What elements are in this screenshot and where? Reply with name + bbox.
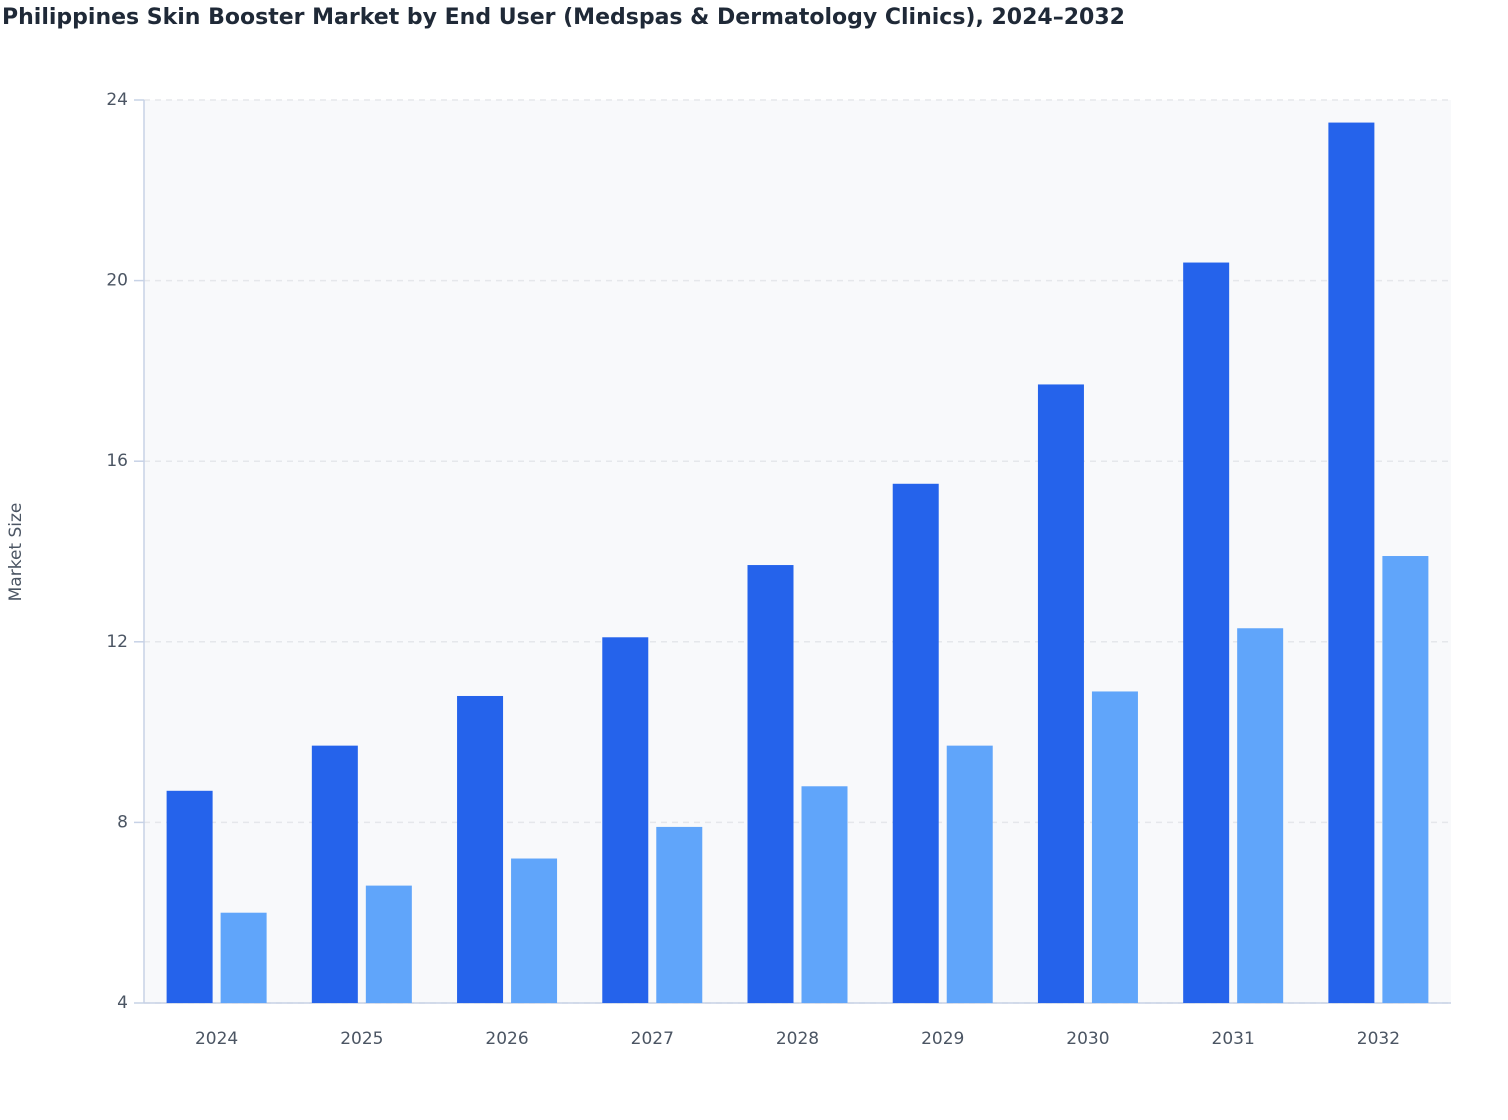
bar [511, 858, 558, 1003]
bar [1382, 556, 1429, 1003]
bar [457, 695, 504, 1003]
bar [220, 912, 267, 1003]
x-tick-label: 2028 [776, 1029, 819, 1049]
x-tick-label: 2031 [1212, 1029, 1255, 1049]
x-tick-label: 2024 [195, 1029, 238, 1049]
y-tick-label: 12 [106, 632, 128, 652]
y-tick-label: 4 [117, 993, 128, 1013]
x-tick-label: 2025 [340, 1029, 383, 1049]
plot-background [144, 100, 1451, 1003]
x-tick-label: 2029 [921, 1029, 964, 1049]
x-tick-label: 2026 [485, 1029, 528, 1049]
bar [892, 483, 939, 1003]
bar [1037, 384, 1084, 1003]
bar [656, 826, 703, 1003]
y-tick-label: 24 [106, 90, 128, 110]
y-tick-label: 8 [117, 812, 128, 832]
x-tick-label: 2032 [1357, 1029, 1400, 1049]
bar [946, 745, 993, 1003]
y-tick-label: 16 [106, 451, 128, 471]
bar [1237, 628, 1284, 1003]
bar [1091, 691, 1138, 1003]
bar [747, 565, 794, 1003]
bar [602, 637, 649, 1003]
y-axis-label: Market Size [6, 503, 26, 602]
bar [166, 790, 213, 1003]
bar [311, 745, 358, 1003]
bar [1183, 262, 1230, 1003]
bar [365, 885, 412, 1003]
bar [1328, 122, 1375, 1003]
chart-title: Philippines Skin Booster Market by End U… [2, 5, 1125, 30]
bar [801, 786, 848, 1003]
y-tick-label: 20 [106, 271, 128, 291]
x-tick-label: 2027 [631, 1029, 674, 1049]
x-tick-label: 2030 [1066, 1029, 1109, 1049]
